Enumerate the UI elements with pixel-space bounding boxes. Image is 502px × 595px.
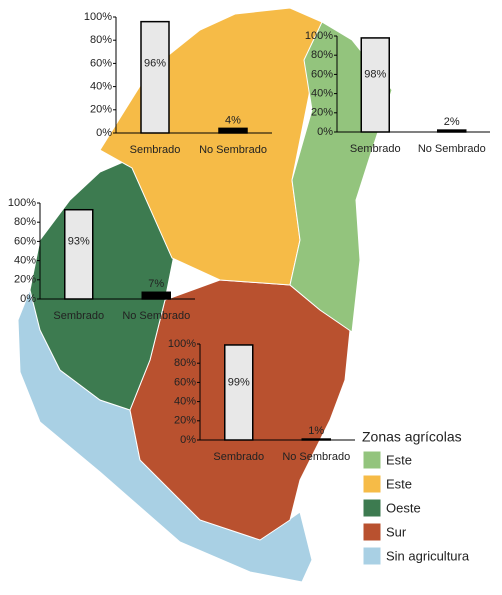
y-tick-label: 100% bbox=[168, 338, 196, 350]
y-tick-label: 20% bbox=[90, 104, 112, 116]
x-tick-label: Sembrado bbox=[130, 144, 181, 156]
y-tick-label: 20% bbox=[14, 274, 36, 286]
x-tick-label: No Sembrado bbox=[199, 144, 267, 156]
legend-label: Sur bbox=[386, 524, 407, 539]
y-tick-label: 40% bbox=[174, 396, 196, 408]
y-tick-label: 0% bbox=[20, 293, 36, 305]
y-tick-label: 60% bbox=[14, 235, 36, 247]
bar bbox=[141, 291, 171, 300]
value-label: 98% bbox=[364, 68, 386, 80]
value-label: 99% bbox=[228, 376, 250, 388]
y-tick-label: 0% bbox=[317, 126, 333, 138]
legend-swatch bbox=[362, 498, 382, 518]
legend-label: Oeste bbox=[386, 500, 421, 515]
y-tick-label: 60% bbox=[311, 68, 333, 80]
legend-label: Este bbox=[386, 476, 412, 491]
y-tick-label: 0% bbox=[96, 127, 112, 139]
y-tick-label: 80% bbox=[174, 357, 196, 369]
y-tick-label: 40% bbox=[14, 255, 36, 267]
legend-swatch bbox=[362, 522, 382, 542]
value-label: 96% bbox=[144, 57, 166, 69]
y-tick-label: 60% bbox=[90, 57, 112, 69]
bar bbox=[140, 20, 170, 134]
y-tick-label: 100% bbox=[84, 11, 112, 23]
y-tick-label: 20% bbox=[174, 415, 196, 427]
x-tick-label: Sembrado bbox=[213, 451, 264, 463]
y-tick-label: 80% bbox=[14, 216, 36, 228]
x-tick-label: Sembrado bbox=[350, 143, 401, 155]
legend-label: Este bbox=[386, 452, 412, 467]
value-label: 2% bbox=[444, 116, 460, 128]
y-tick-label: 100% bbox=[8, 197, 36, 209]
x-tick-label: No Sembrado bbox=[122, 310, 190, 322]
x-tick-label: No Sembrado bbox=[418, 143, 486, 155]
legend-swatch bbox=[362, 450, 382, 470]
charts: 0% 20% 40% 60% 80% 100% 96% Sembrado 4% No Sembra… bbox=[8, 11, 490, 463]
value-label: 7% bbox=[148, 278, 164, 290]
y-tick-label: 40% bbox=[90, 81, 112, 93]
y-tick-label: 60% bbox=[174, 376, 196, 388]
bar bbox=[360, 37, 390, 133]
x-tick-label: Sembrado bbox=[53, 310, 104, 322]
value-label: 4% bbox=[225, 114, 241, 126]
y-tick-label: 80% bbox=[311, 49, 333, 61]
legend: Zonas agrícolas Este Este Oeste Sur Sin agri… bbox=[362, 429, 470, 566]
value-label: 93% bbox=[68, 235, 90, 247]
legend-swatch bbox=[362, 474, 382, 494]
legend-label: Sin agricultura bbox=[386, 548, 470, 563]
value-label: 1% bbox=[308, 425, 324, 437]
x-tick-label: No Sembrado bbox=[282, 451, 350, 463]
y-tick-label: 80% bbox=[90, 34, 112, 46]
bar bbox=[224, 344, 254, 441]
bar bbox=[218, 127, 248, 134]
y-tick-label: 100% bbox=[305, 30, 333, 42]
y-tick-label: 40% bbox=[311, 88, 333, 100]
legend-title: Zonas agrícolas bbox=[362, 429, 462, 445]
bar bbox=[64, 208, 94, 300]
y-tick-label: 0% bbox=[180, 434, 196, 446]
y-tick-label: 20% bbox=[311, 107, 333, 119]
legend-swatch bbox=[362, 546, 382, 566]
